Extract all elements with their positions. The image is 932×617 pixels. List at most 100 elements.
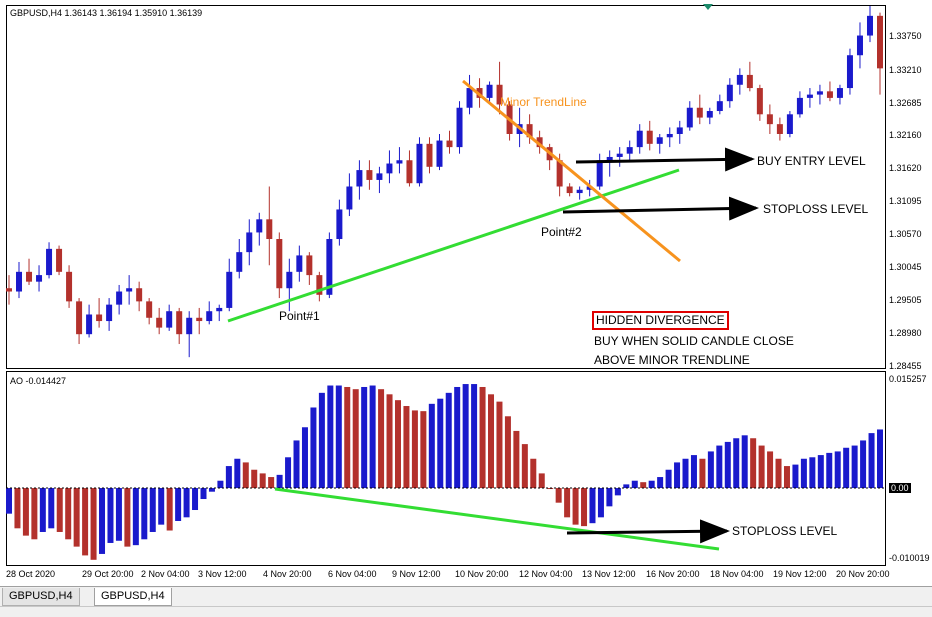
price-label: 1.31095	[889, 196, 922, 206]
candle-body	[726, 84, 733, 102]
date-label: 4 Nov 20:00	[263, 569, 312, 579]
candle-body	[136, 288, 143, 302]
ao-bar	[90, 488, 97, 560]
ao-bar	[39, 488, 46, 532]
ao-bar	[208, 488, 215, 492]
ao-bar	[403, 406, 410, 489]
ao-bar	[225, 466, 232, 489]
ao-bar	[614, 488, 621, 496]
ao-bar	[56, 488, 63, 532]
date-label: 12 Nov 04:00	[519, 569, 573, 579]
price-label: 1.29505	[889, 295, 922, 305]
ao-bar	[48, 488, 55, 529]
candle-body	[566, 186, 573, 194]
buy-entry-arrow	[575, 147, 755, 172]
ao-bar	[217, 480, 224, 489]
ao-bar	[665, 469, 672, 489]
date-label: 10 Nov 20:00	[455, 569, 509, 579]
candle-body	[56, 248, 63, 272]
ao-bar	[809, 457, 816, 489]
price-label: 1.32160	[889, 130, 922, 140]
ao-bar	[488, 394, 495, 489]
ao-bar	[674, 462, 681, 489]
time-axis[interactable]: 28 Oct 2020 29 Oct 20:00 2 Nov 04:00 3 N…	[6, 566, 890, 586]
ao-bar	[378, 389, 385, 489]
candle-body	[456, 107, 463, 148]
ao-histogram-series	[6, 384, 883, 560]
ao-bar	[141, 488, 148, 540]
tab-gbpusd-1[interactable]: GBPUSD,H4	[2, 588, 80, 606]
date-label: 2 Nov 04:00	[141, 569, 190, 579]
price-label: 1.28980	[889, 328, 922, 338]
ao-bar	[234, 458, 241, 489]
ao-divergence-trendline	[274, 487, 720, 551]
symbol-info: GBPUSD,H4 1.36143 1.36194 1.35910 1.3613…	[10, 8, 203, 18]
ao-bar	[115, 488, 122, 541]
date-label: 19 Nov 12:00	[773, 569, 827, 579]
price-label: 1.32685	[889, 98, 922, 108]
candle-body	[746, 74, 753, 89]
candle-body	[26, 271, 33, 282]
candle-body	[6, 288, 12, 292]
ao-bar	[555, 488, 562, 503]
candle-body	[96, 314, 103, 322]
candle-body	[76, 301, 83, 335]
hidden-divergence-label: HIDDEN DIVERGENCE	[592, 311, 729, 330]
ao-bar	[521, 444, 528, 489]
candle-body	[536, 137, 543, 148]
ao-bar	[623, 484, 630, 489]
ao-bar	[741, 435, 748, 489]
ao-bar	[750, 438, 757, 489]
ao-bar	[783, 466, 790, 489]
candle-body	[36, 275, 43, 282]
candle-body	[306, 255, 313, 276]
ao-bar	[99, 488, 106, 554]
candle-body	[246, 232, 253, 253]
candle-body	[866, 15, 873, 36]
ao-bar	[344, 386, 351, 489]
candle-body	[616, 153, 623, 157]
ao-bar	[149, 488, 156, 532]
candle-body	[346, 186, 353, 210]
price-label: 1.31620	[889, 163, 922, 173]
candle-body	[486, 84, 493, 98]
tab-gbpusd-2[interactable]: GBPUSD,H4	[94, 588, 172, 606]
candle-body	[286, 271, 293, 289]
ao-bar	[22, 488, 29, 536]
ao-bar	[631, 480, 638, 489]
date-label: 29 Oct 20:00	[82, 569, 134, 579]
candle-body	[676, 127, 683, 134]
ao-bar	[132, 488, 139, 546]
ao-bar	[479, 386, 486, 489]
ao-bar	[496, 401, 503, 489]
ao-bar	[589, 488, 596, 524]
buy-entry-label: BUY ENTRY LEVEL	[757, 154, 866, 168]
candle-body	[376, 173, 383, 180]
candle-body	[606, 156, 613, 161]
ao-bar	[166, 488, 173, 531]
date-label: 18 Nov 04:00	[710, 569, 764, 579]
candle-body	[576, 189, 583, 194]
shift-marker-icon[interactable]	[703, 4, 713, 10]
ao-bar	[564, 488, 571, 518]
ao-bar	[597, 488, 604, 518]
candle-body	[436, 140, 443, 167]
candle-body	[186, 317, 193, 335]
ao-bar	[183, 488, 190, 518]
price-label: 1.33210	[889, 65, 922, 75]
candle-body	[836, 88, 843, 98]
candle-body	[786, 114, 793, 134]
ao-bar	[369, 385, 376, 489]
stoploss-label-main: STOPLOSS LEVEL	[763, 202, 869, 216]
ao-bar	[259, 473, 266, 489]
date-label: 28 Oct 2020	[6, 569, 56, 579]
ao-bar	[318, 392, 325, 489]
candle-body	[296, 255, 303, 272]
price-chart-pane[interactable]	[6, 5, 886, 369]
point2-label: Point#2	[541, 225, 582, 239]
buy-rule-line-1: BUY WHEN SOLID CANDLE CLOSE	[594, 334, 794, 348]
ao-bar	[682, 458, 689, 489]
ao-bar	[437, 398, 444, 489]
ao-bar	[547, 488, 554, 490]
